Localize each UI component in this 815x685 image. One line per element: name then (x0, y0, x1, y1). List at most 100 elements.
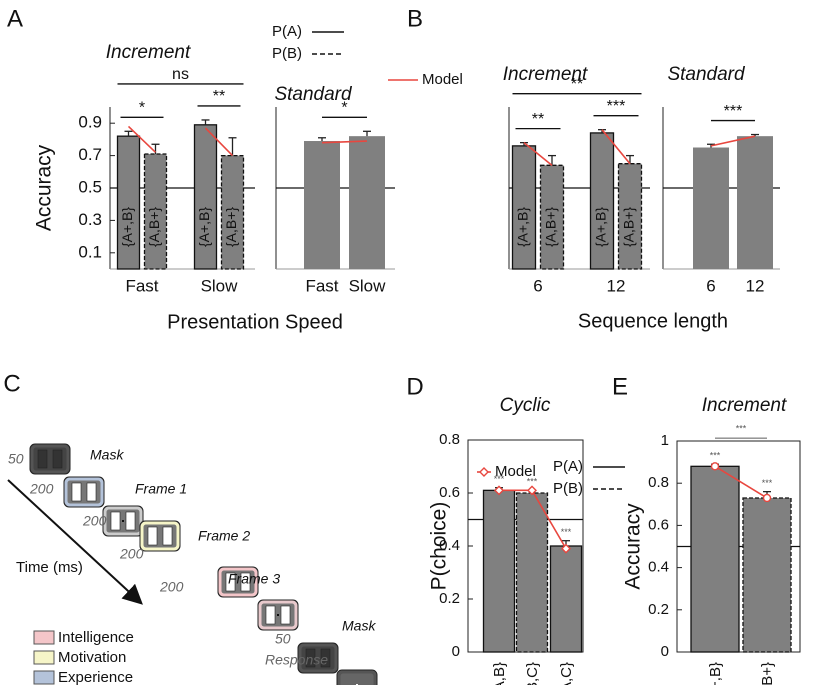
panel-label: E (612, 373, 628, 400)
panel-title: Cyclic (500, 395, 551, 416)
stimulus-bar (125, 511, 136, 531)
legend-label: P(A) (272, 23, 302, 40)
panel-title: Standard (667, 64, 746, 85)
x-tick-label: {A+,B} (707, 662, 724, 685)
y-axis-label: Accuracy (622, 503, 645, 590)
model-line (714, 465, 768, 499)
bar-label: {A+,B} (515, 207, 531, 247)
bar-annotation: *** (527, 477, 538, 487)
bar-annotation: *** (494, 474, 505, 484)
legend-label: Motivation (58, 649, 126, 666)
duration-label: 200 (82, 513, 107, 529)
step-label: Frame 2 (198, 528, 250, 544)
y-tick-label: 0.2 (439, 590, 460, 607)
bar (549, 545, 583, 653)
y-tick-label: 0.6 (648, 516, 669, 533)
stimulus-border (298, 643, 338, 673)
x-tick-label: Fast (305, 276, 338, 295)
model-marker (527, 485, 537, 496)
y-tick-label: 0.3 (78, 210, 102, 229)
stimulus-bar (265, 605, 276, 625)
y-tick-label: 0.6 (439, 484, 460, 501)
significance-label: * (341, 100, 347, 117)
model-marker (561, 543, 571, 554)
panel-title: Increment (106, 42, 191, 63)
model-marker (710, 462, 720, 471)
duration-label: 200 (29, 481, 54, 497)
stimulus-border (64, 477, 104, 507)
stimulus-border (258, 600, 298, 630)
stimulus-bar (147, 526, 158, 546)
model-line (204, 127, 234, 157)
bar-label: {A,B+} (146, 207, 162, 247)
bar (116, 135, 141, 270)
y-tick-label: 0 (452, 643, 460, 660)
x-tick-label: 6 (706, 276, 715, 295)
x-tick-label: Slow (201, 276, 239, 295)
legend-model-marker (479, 467, 489, 477)
stimulus-bar (86, 482, 97, 502)
model-marker (494, 485, 504, 496)
stimulus-bar (110, 511, 121, 531)
stimulus-bar (240, 572, 251, 592)
model-line (321, 140, 368, 144)
x-tick-label: 6 (533, 276, 542, 295)
y-tick-label: 1 (661, 432, 669, 449)
stimulus-frame (336, 669, 378, 685)
bar-annotation: *** (762, 478, 773, 488)
bar-label: {A+,B} (119, 207, 135, 247)
x-tick-label: 12 (607, 276, 626, 295)
fixation-dot (277, 614, 279, 616)
stimulus-bar (225, 572, 236, 592)
stimulus-bar (52, 449, 63, 469)
duration-label: 200 (159, 579, 184, 595)
step-label: Mask (342, 618, 376, 634)
x-tick-label: 12 (746, 276, 765, 295)
x-tick-label: {A,B+} (759, 662, 776, 685)
bar-annotation: *** (710, 451, 721, 461)
legend-label: P(B) (553, 480, 583, 497)
bar (482, 489, 516, 653)
panel-title: Standard (274, 84, 353, 105)
panel-label: D (406, 373, 423, 400)
legend-swatch (33, 630, 55, 645)
significance-label: ** (571, 76, 583, 93)
model-line (127, 125, 157, 153)
bar (742, 497, 792, 653)
significance-label: *** (607, 98, 626, 115)
x-axis-label: Sequence length (578, 310, 728, 332)
y-tick-label: 0.4 (648, 559, 669, 576)
panel-label: B (407, 5, 423, 32)
duration-label: 200 (119, 546, 144, 562)
panel-title: Increment (702, 395, 787, 416)
x-tick-label: Slow (349, 276, 387, 295)
stimulus-border (30, 444, 70, 474)
stimulus-bar (280, 605, 291, 625)
bar (589, 132, 615, 270)
y-tick-label: 0.4 (439, 537, 460, 554)
x-tick-label: {B,C} (524, 662, 541, 685)
panel-label: C (3, 370, 20, 397)
bar (349, 136, 385, 269)
model-line (523, 142, 553, 166)
legend-label: Model (422, 71, 463, 88)
stimulus-bar (305, 648, 316, 668)
bar (515, 492, 549, 653)
bar (220, 154, 245, 270)
model-line (601, 129, 631, 165)
bar (693, 147, 729, 269)
bar (539, 164, 565, 270)
time-axis-label: Time (ms) (16, 559, 83, 576)
y-tick-label: 0.8 (648, 474, 669, 491)
bar-label: {A+,B} (593, 207, 609, 247)
bar-label: {A,B+} (223, 207, 239, 247)
stimulus-bar (162, 526, 173, 546)
significance-label: *** (724, 103, 743, 120)
stimulus-border (218, 567, 258, 597)
stimulus-frame (139, 520, 181, 552)
duration-label: 50 (275, 631, 291, 647)
significance-label: ** (213, 88, 225, 105)
y-tick-label: 0.8 (439, 431, 460, 448)
bar (690, 465, 740, 653)
